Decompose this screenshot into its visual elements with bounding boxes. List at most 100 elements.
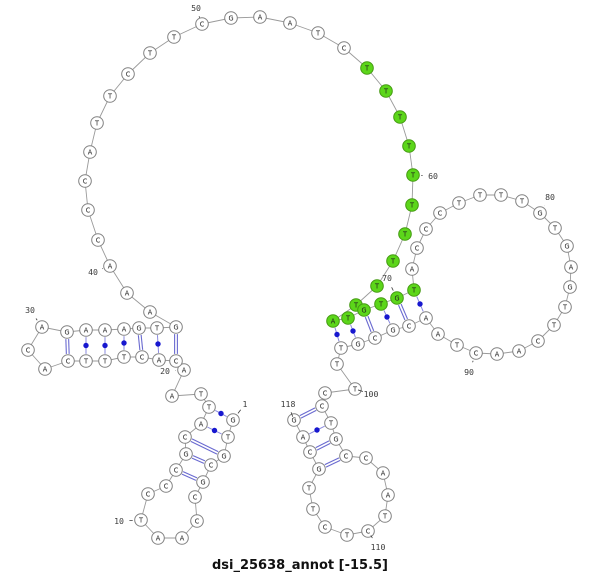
- nucleotide[interactable]: [351, 337, 365, 351]
- nucleotide[interactable]: [204, 458, 218, 472]
- nucleotide[interactable]: [179, 447, 193, 461]
- nucleotide[interactable]: [167, 30, 181, 44]
- nucleotide[interactable]: [334, 341, 348, 355]
- nucleotide[interactable]: [78, 174, 92, 188]
- nucleotide[interactable]: [330, 357, 344, 371]
- nucleotide[interactable]: [494, 188, 508, 202]
- nucleotide[interactable]: [175, 531, 189, 545]
- nucleotide[interactable]: [370, 279, 384, 293]
- nucleotide[interactable]: [35, 320, 49, 334]
- nucleotide[interactable]: [341, 311, 355, 325]
- nucleotide[interactable]: [159, 479, 173, 493]
- nucleotide[interactable]: [253, 10, 267, 24]
- nucleotide[interactable]: [558, 300, 572, 314]
- nucleotide[interactable]: [547, 318, 561, 332]
- nucleotide[interactable]: [533, 206, 547, 220]
- nucleotide[interactable]: [196, 475, 210, 489]
- nucleotide[interactable]: [117, 350, 131, 364]
- nucleotide[interactable]: [60, 325, 74, 339]
- nucleotide[interactable]: [318, 520, 332, 534]
- nucleotide[interactable]: [548, 221, 562, 235]
- nucleotide[interactable]: [79, 354, 93, 368]
- nucleotide[interactable]: [360, 61, 374, 75]
- nucleotide[interactable]: [450, 338, 464, 352]
- nucleotide[interactable]: [560, 239, 574, 253]
- nucleotide[interactable]: [195, 17, 209, 31]
- nucleotide[interactable]: [386, 323, 400, 337]
- nucleotide[interactable]: [61, 354, 75, 368]
- nucleotide[interactable]: [357, 303, 371, 317]
- nucleotide[interactable]: [406, 168, 420, 182]
- nucleotide[interactable]: [177, 363, 191, 377]
- nucleotide[interactable]: [361, 524, 375, 538]
- nucleotide[interactable]: [132, 321, 146, 335]
- nucleotide[interactable]: [169, 320, 183, 334]
- nucleotide[interactable]: [419, 222, 433, 236]
- nucleotide[interactable]: [311, 26, 325, 40]
- nucleotide[interactable]: [224, 11, 238, 25]
- nucleotide[interactable]: [165, 389, 179, 403]
- nucleotide[interactable]: [134, 513, 148, 527]
- nucleotide[interactable]: [81, 203, 95, 217]
- nucleotide[interactable]: [376, 466, 390, 480]
- nucleotide[interactable]: [318, 386, 332, 400]
- nucleotide[interactable]: [90, 116, 104, 130]
- nucleotide[interactable]: [512, 344, 526, 358]
- nucleotide[interactable]: [398, 227, 412, 241]
- nucleotide[interactable]: [141, 487, 155, 501]
- nucleotide[interactable]: [410, 241, 424, 255]
- nucleotide[interactable]: [329, 432, 343, 446]
- nucleotide[interactable]: [393, 110, 407, 124]
- nucleotide[interactable]: [405, 198, 419, 212]
- nucleotide[interactable]: [359, 451, 373, 465]
- nucleotide[interactable]: [143, 305, 157, 319]
- nucleotide[interactable]: [83, 145, 97, 159]
- nucleotide[interactable]: [324, 416, 338, 430]
- nucleotide[interactable]: [169, 354, 183, 368]
- nucleotide[interactable]: [194, 387, 208, 401]
- nucleotide[interactable]: [217, 449, 231, 463]
- nucleotide[interactable]: [402, 139, 416, 153]
- nucleotide[interactable]: [563, 280, 577, 294]
- nucleotide[interactable]: [337, 41, 351, 55]
- nucleotide[interactable]: [348, 382, 362, 396]
- nucleotide[interactable]: [306, 502, 320, 516]
- nucleotide[interactable]: [98, 354, 112, 368]
- nucleotide[interactable]: [283, 16, 297, 30]
- nucleotide[interactable]: [103, 259, 117, 273]
- nucleotide[interactable]: [194, 417, 208, 431]
- nucleotide[interactable]: [38, 362, 52, 376]
- nucleotide[interactable]: [302, 481, 316, 495]
- nucleotide[interactable]: [490, 347, 504, 361]
- nucleotide[interactable]: [152, 353, 166, 367]
- nucleotide[interactable]: [405, 262, 419, 276]
- nucleotide[interactable]: [407, 283, 421, 297]
- nucleotide[interactable]: [121, 67, 135, 81]
- nucleotide[interactable]: [473, 188, 487, 202]
- nucleotide[interactable]: [103, 89, 117, 103]
- nucleotide[interactable]: [296, 430, 310, 444]
- nucleotide[interactable]: [386, 254, 400, 268]
- nucleotide[interactable]: [368, 331, 382, 345]
- nucleotide[interactable]: [135, 350, 149, 364]
- nucleotide[interactable]: [178, 430, 192, 444]
- nucleotide[interactable]: [98, 323, 112, 337]
- nucleotide[interactable]: [79, 323, 93, 337]
- nucleotide[interactable]: [21, 343, 35, 357]
- nucleotide[interactable]: [150, 321, 164, 335]
- nucleotide[interactable]: [190, 514, 204, 528]
- nucleotide[interactable]: [169, 463, 183, 477]
- nucleotide[interactable]: [91, 233, 105, 247]
- nucleotide[interactable]: [452, 196, 466, 210]
- nucleotide[interactable]: [326, 314, 340, 328]
- nucleotide[interactable]: [120, 286, 134, 300]
- nucleotide[interactable]: [531, 334, 545, 348]
- nucleotide[interactable]: [221, 430, 235, 444]
- nucleotide[interactable]: [226, 413, 240, 427]
- nucleotide[interactable]: [390, 291, 404, 305]
- nucleotide[interactable]: [287, 413, 301, 427]
- nucleotide[interactable]: [374, 297, 388, 311]
- nucleotide[interactable]: [378, 509, 392, 523]
- nucleotide[interactable]: [339, 449, 353, 463]
- nucleotide[interactable]: [402, 319, 416, 333]
